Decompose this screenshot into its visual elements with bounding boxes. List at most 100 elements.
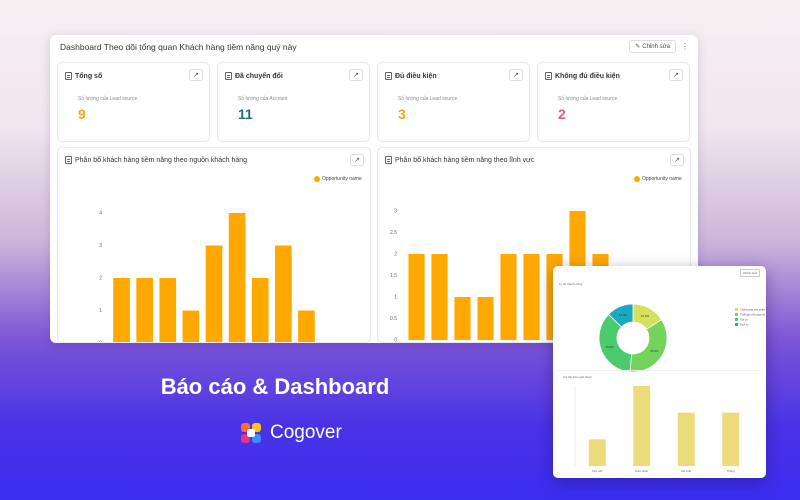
report-icon bbox=[65, 72, 72, 80]
bar bbox=[136, 278, 153, 342]
legend-label: Opportunity name bbox=[642, 176, 682, 182]
dashboard-title: Dashboard Theo dõi tổng quan Khách hàng … bbox=[60, 42, 297, 52]
stat-subtitle: Số lượng của Account bbox=[238, 96, 288, 102]
y-tick-label: 1 bbox=[394, 295, 397, 301]
pie-slice bbox=[598, 313, 633, 373]
stat-subtitle: Số lượng của Lead source bbox=[558, 96, 618, 102]
expand-arrow-icon[interactable]: ↗ bbox=[669, 69, 683, 81]
report-icon bbox=[545, 72, 552, 80]
y-tick-label: 2 bbox=[99, 276, 102, 282]
legend-label: Thiết lập mối quan hệ bbox=[740, 313, 766, 317]
overlay-divider bbox=[558, 370, 761, 371]
edit-label: Chỉnh sửa bbox=[642, 43, 670, 50]
bar bbox=[523, 254, 540, 340]
legend-label: Dịch vụ bbox=[740, 323, 749, 327]
bar bbox=[275, 245, 292, 342]
legend-swatch bbox=[735, 308, 738, 311]
report-icon bbox=[65, 156, 72, 164]
x-tick-label: Sản xuất bbox=[470, 342, 489, 343]
stat-subtitle: Số lượng của Lead source bbox=[398, 96, 458, 102]
bar bbox=[182, 310, 200, 342]
bar bbox=[113, 278, 130, 342]
x-tick-label: Vận chuyển bbox=[441, 341, 466, 343]
legend-swatch bbox=[634, 176, 640, 182]
bar bbox=[298, 310, 315, 342]
pie-slice bbox=[629, 319, 668, 373]
pie-slice-label: 35.5% bbox=[650, 349, 659, 353]
cogover-logo-icon bbox=[241, 423, 261, 443]
y-tick-label: 3 bbox=[99, 243, 102, 249]
stat-value: 2 bbox=[558, 106, 566, 122]
stat-card-total: Tổng số ↗ Số lượng của Lead source 9 bbox=[57, 62, 210, 142]
x-tick-label: Công nghệ sinh học bbox=[404, 342, 444, 343]
bar bbox=[454, 297, 471, 340]
x-tick-label: Đàm phán bbox=[635, 469, 648, 473]
bar-chart-by-stage: Tiếp cận Đàm phán Đề xuất Thắng bbox=[574, 386, 740, 473]
overlay-pie-title: Lý do thành công bbox=[559, 282, 583, 286]
overlay-dashboard: Chỉnh sửa Lý do thành công 15.9% 35.5% 35.… bbox=[553, 266, 766, 478]
chart-legend: Opportunity name bbox=[634, 176, 682, 182]
bar bbox=[251, 278, 269, 342]
report-icon bbox=[385, 72, 392, 80]
report-icon bbox=[385, 156, 392, 164]
stat-card-converted: Đã chuyển đổi ↗ Số lượng của Account 11 bbox=[217, 62, 370, 142]
stat-title: Không đủ điều kiện bbox=[555, 72, 620, 80]
x-tick-label: Tiếp cận bbox=[592, 469, 603, 473]
bar bbox=[228, 213, 246, 342]
y-tick-label: 0.5 bbox=[390, 316, 397, 322]
expand-arrow-icon[interactable]: ↗ bbox=[509, 69, 523, 81]
stat-card-qualified: Đủ điều kiện ↗ Số lượng của Lead source … bbox=[377, 62, 530, 142]
y-tick-label: 0 bbox=[394, 338, 397, 344]
expand-arrow-icon[interactable]: ↗ bbox=[189, 69, 203, 81]
pie-slice-label: 12.8% bbox=[619, 313, 628, 317]
stat-value: 9 bbox=[78, 106, 86, 122]
x-tick-label: Bảo hiểm bbox=[400, 341, 420, 343]
pie-chart-success-reasons: 15.9% 35.5% 35.8% 12.8% Chất lượng sản phẩmT… bbox=[598, 303, 766, 373]
stat-card-unqualified: Không đủ điều kiện ↗ Số lượng của Lead s… bbox=[537, 62, 690, 142]
bar bbox=[205, 245, 223, 342]
panel-header: Dashboard Theo dõi tổng quan Khách hàng … bbox=[50, 35, 698, 59]
pie-slice bbox=[607, 303, 634, 328]
bar bbox=[159, 278, 177, 342]
bar-chart-by-source: 01234Nhân viên giới thiệuChiến dịch PRWe… bbox=[99, 211, 315, 344]
chart-title: Phân bổ khách hàng tiềm năng theo lĩnh v… bbox=[395, 156, 535, 164]
headline: Báo cáo & Dashboard bbox=[160, 374, 390, 399]
y-tick-label: 3 bbox=[394, 209, 397, 215]
expand-arrow-icon[interactable]: ↗ bbox=[350, 154, 364, 166]
x-tick-label: Thắng bbox=[727, 468, 735, 473]
y-tick-label: 2 bbox=[394, 252, 397, 258]
legend-label: Giá cả bbox=[740, 318, 748, 322]
y-tick-label: 0 bbox=[99, 341, 102, 344]
stat-title: Đã chuyển đổi bbox=[235, 72, 283, 80]
stat-value: 11 bbox=[238, 106, 253, 122]
bar bbox=[588, 439, 606, 466]
bar bbox=[477, 297, 494, 340]
report-icon bbox=[225, 72, 232, 80]
chart-legend: Opportunity name bbox=[314, 176, 362, 182]
legend-label: Opportunity name bbox=[322, 176, 362, 182]
brand-name: Cogover bbox=[270, 422, 342, 443]
y-tick-label: 2.5 bbox=[390, 230, 397, 236]
pencil-icon: ✎ bbox=[635, 44, 641, 50]
x-tick-label: Truyền thông bbox=[508, 342, 535, 343]
overlay-bar-title: Cơ hội theo giai đoạn bbox=[563, 375, 592, 379]
legend-swatch bbox=[314, 176, 320, 182]
pie-slice-label: 15.9% bbox=[641, 314, 650, 318]
brand: Cogover bbox=[240, 422, 342, 444]
more-vertical-icon[interactable]: ⋮ bbox=[681, 42, 689, 51]
overlay-edit-button[interactable]: Chỉnh sửa bbox=[740, 269, 760, 277]
chart-title: Phân bổ khách hàng tiềm năng theo nguồn … bbox=[75, 156, 248, 164]
expand-arrow-icon[interactable]: ↗ bbox=[349, 69, 363, 81]
expand-arrow-icon[interactable]: ↗ bbox=[670, 154, 684, 166]
x-tick-label: Xây dựng bbox=[492, 342, 513, 343]
bar bbox=[431, 254, 448, 340]
edit-button[interactable]: ✎ Chỉnh sửa bbox=[629, 40, 676, 53]
x-tick-label: Đề xuất bbox=[681, 469, 691, 473]
stat-title: Đủ điều kiện bbox=[395, 72, 437, 80]
bar bbox=[722, 412, 740, 466]
bar bbox=[633, 386, 651, 466]
y-tick-label: 1.5 bbox=[390, 273, 397, 279]
y-tick-label: 1 bbox=[99, 308, 102, 314]
legend-swatch bbox=[735, 323, 738, 326]
bar bbox=[500, 254, 517, 340]
